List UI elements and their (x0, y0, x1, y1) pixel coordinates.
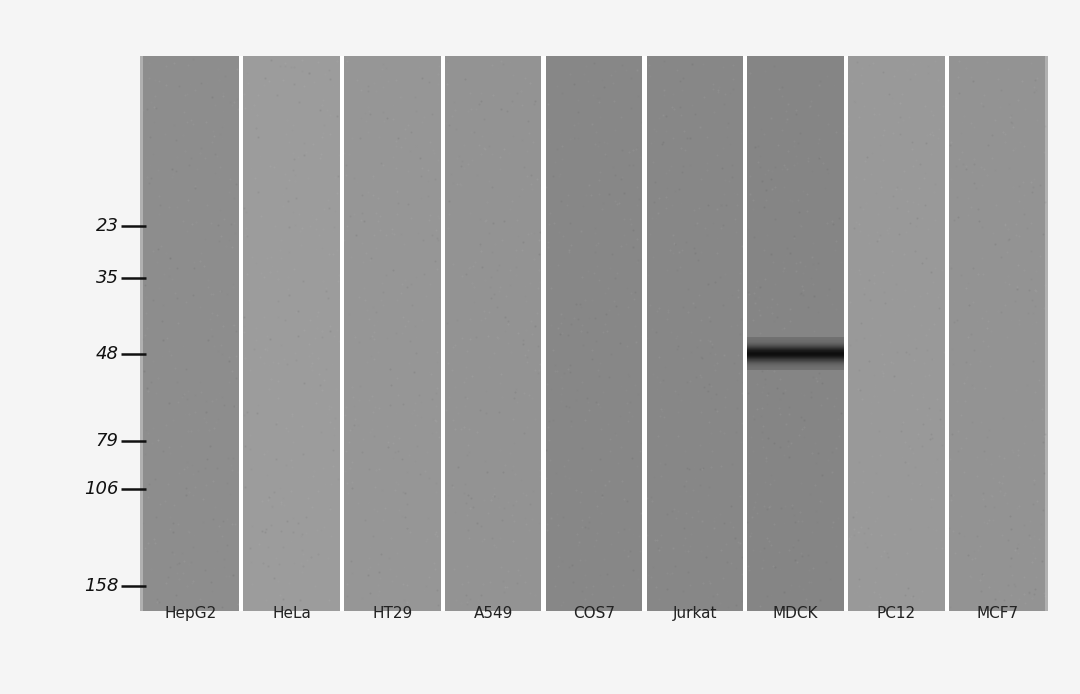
Bar (747, 344, 843, 345)
Bar (340, 56, 345, 611)
Text: 35: 35 (96, 269, 119, 287)
Bar (747, 357, 843, 359)
Bar (441, 56, 445, 611)
Bar (243, 56, 340, 611)
Text: PC12: PC12 (877, 606, 916, 621)
Bar (747, 341, 843, 342)
Text: 48: 48 (96, 345, 119, 363)
Bar (747, 359, 843, 361)
Bar (747, 359, 843, 360)
Bar (541, 56, 545, 611)
Bar (647, 56, 743, 611)
Text: 106: 106 (84, 480, 119, 498)
Text: A549: A549 (473, 606, 513, 621)
Bar (445, 56, 541, 611)
Bar (747, 353, 843, 354)
Bar (643, 56, 647, 611)
Bar (747, 353, 843, 354)
Bar (747, 345, 843, 346)
Bar (747, 348, 843, 349)
Bar (743, 56, 747, 611)
Bar (747, 340, 843, 341)
Bar (747, 351, 843, 353)
Bar (747, 364, 843, 365)
Bar (747, 355, 843, 356)
Bar (747, 349, 843, 350)
Text: 23: 23 (96, 217, 119, 235)
Bar (747, 56, 843, 611)
Text: HeLa: HeLa (272, 606, 311, 621)
Bar (747, 353, 843, 355)
Bar (747, 342, 843, 343)
Bar (747, 360, 843, 361)
Text: HT29: HT29 (373, 606, 413, 621)
Bar (143, 56, 239, 611)
Bar (747, 338, 843, 339)
Bar (747, 366, 843, 368)
Bar (747, 356, 843, 357)
Bar (747, 366, 843, 367)
Text: COS7: COS7 (573, 606, 615, 621)
Bar (747, 350, 843, 352)
Bar (747, 355, 843, 356)
Bar (747, 337, 843, 339)
Text: 79: 79 (96, 432, 119, 450)
Bar (140, 56, 1048, 611)
Bar (747, 352, 843, 353)
Bar (747, 349, 843, 350)
Bar (747, 361, 843, 362)
Bar (945, 56, 949, 611)
Text: 158: 158 (84, 577, 119, 595)
Text: Jurkat: Jurkat (673, 606, 717, 621)
Bar (747, 360, 843, 362)
Bar (747, 355, 843, 357)
Bar (843, 56, 848, 611)
Bar (747, 350, 843, 351)
Bar (747, 338, 843, 339)
Bar (747, 358, 843, 359)
Text: MCF7: MCF7 (976, 606, 1018, 621)
Bar (747, 362, 843, 364)
Bar (747, 368, 843, 369)
Bar (747, 351, 843, 352)
Bar (747, 357, 843, 358)
Bar (747, 344, 843, 346)
Bar (747, 357, 843, 358)
Bar (747, 367, 843, 369)
Bar (747, 362, 843, 363)
Bar (747, 362, 843, 363)
Bar (848, 56, 945, 611)
Bar (747, 346, 843, 347)
Bar (747, 341, 843, 343)
Text: HepG2: HepG2 (164, 606, 217, 621)
Text: MDCK: MDCK (773, 606, 819, 621)
Bar (949, 56, 1045, 611)
Bar (239, 56, 243, 611)
Bar (747, 363, 843, 364)
Bar (747, 344, 843, 345)
Bar (747, 365, 843, 366)
Bar (747, 364, 843, 365)
Bar (747, 339, 843, 341)
Bar (747, 343, 843, 344)
Bar (747, 364, 843, 366)
Bar (545, 56, 643, 611)
Bar (747, 354, 843, 355)
Bar (747, 366, 843, 367)
Bar (747, 342, 843, 344)
Bar (747, 346, 843, 348)
Bar (747, 348, 843, 350)
Bar (747, 340, 843, 341)
Bar (747, 347, 843, 348)
Bar (747, 346, 843, 347)
Bar (747, 339, 843, 340)
Bar (345, 56, 441, 611)
